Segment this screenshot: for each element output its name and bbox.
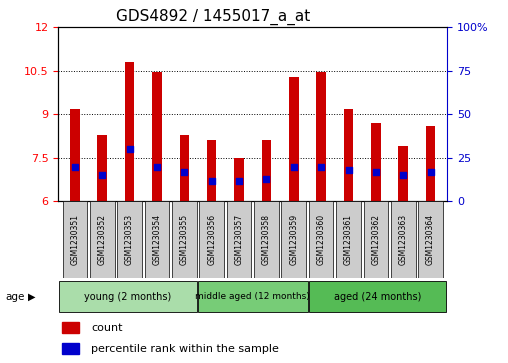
Text: GSM1230360: GSM1230360	[316, 214, 326, 265]
Text: percentile rank within the sample: percentile rank within the sample	[91, 343, 279, 354]
Text: GSM1230352: GSM1230352	[98, 214, 107, 265]
Text: ▶: ▶	[28, 292, 36, 302]
Bar	[391, 201, 416, 278]
Bar	[234, 158, 244, 201]
Bar	[152, 72, 162, 201]
Bar	[62, 322, 79, 334]
Point	[153, 164, 161, 170]
Text: GSM1230364: GSM1230364	[426, 214, 435, 265]
Text: GSM1230358: GSM1230358	[262, 214, 271, 265]
Text: middle aged (12 months): middle aged (12 months)	[196, 292, 310, 301]
Point	[372, 169, 380, 175]
Text: GDS4892 / 1455017_a_at: GDS4892 / 1455017_a_at	[116, 9, 310, 25]
Point	[399, 172, 407, 178]
Bar	[98, 135, 107, 201]
Text: GSM1230359: GSM1230359	[289, 214, 298, 265]
Bar	[179, 135, 189, 201]
Bar	[309, 201, 333, 278]
Point	[317, 164, 325, 170]
Text: age: age	[5, 292, 24, 302]
Text: GSM1230362: GSM1230362	[371, 214, 380, 265]
Point	[208, 178, 216, 183]
Bar	[198, 281, 308, 312]
Bar	[62, 201, 87, 278]
Bar	[59, 281, 197, 312]
Point	[344, 167, 353, 173]
Text: GSM1230361: GSM1230361	[344, 214, 353, 265]
Bar	[426, 126, 435, 201]
Bar	[254, 201, 279, 278]
Point	[98, 172, 106, 178]
Bar	[145, 201, 169, 278]
Bar	[262, 140, 271, 201]
Bar	[117, 201, 142, 278]
Bar	[344, 109, 353, 201]
Bar	[398, 146, 408, 201]
Bar	[172, 201, 197, 278]
Bar	[199, 201, 224, 278]
Text: GSM1230351: GSM1230351	[70, 214, 79, 265]
Bar	[309, 281, 447, 312]
Text: GSM1230356: GSM1230356	[207, 214, 216, 265]
Point	[180, 169, 188, 175]
Bar	[227, 201, 251, 278]
Point	[262, 176, 270, 182]
Text: aged (24 months): aged (24 months)	[334, 292, 421, 302]
Text: count: count	[91, 323, 123, 333]
Text: GSM1230353: GSM1230353	[125, 214, 134, 265]
Bar	[70, 109, 80, 201]
Bar	[281, 201, 306, 278]
Text: GSM1230363: GSM1230363	[399, 214, 408, 265]
Point	[235, 178, 243, 183]
Point	[427, 169, 435, 175]
Point	[71, 164, 79, 170]
Bar	[207, 140, 216, 201]
Bar	[336, 201, 361, 278]
Bar	[316, 72, 326, 201]
Point	[290, 164, 298, 170]
Text: GSM1230357: GSM1230357	[235, 214, 243, 265]
Point	[125, 146, 134, 152]
Bar	[62, 343, 79, 354]
Text: GSM1230355: GSM1230355	[180, 214, 189, 265]
Bar	[125, 62, 134, 201]
Text: young (2 months): young (2 months)	[84, 292, 171, 302]
Text: GSM1230354: GSM1230354	[152, 214, 162, 265]
Bar	[90, 201, 114, 278]
Bar	[364, 201, 388, 278]
Bar	[289, 77, 299, 201]
Bar	[371, 123, 380, 201]
Bar	[418, 201, 443, 278]
